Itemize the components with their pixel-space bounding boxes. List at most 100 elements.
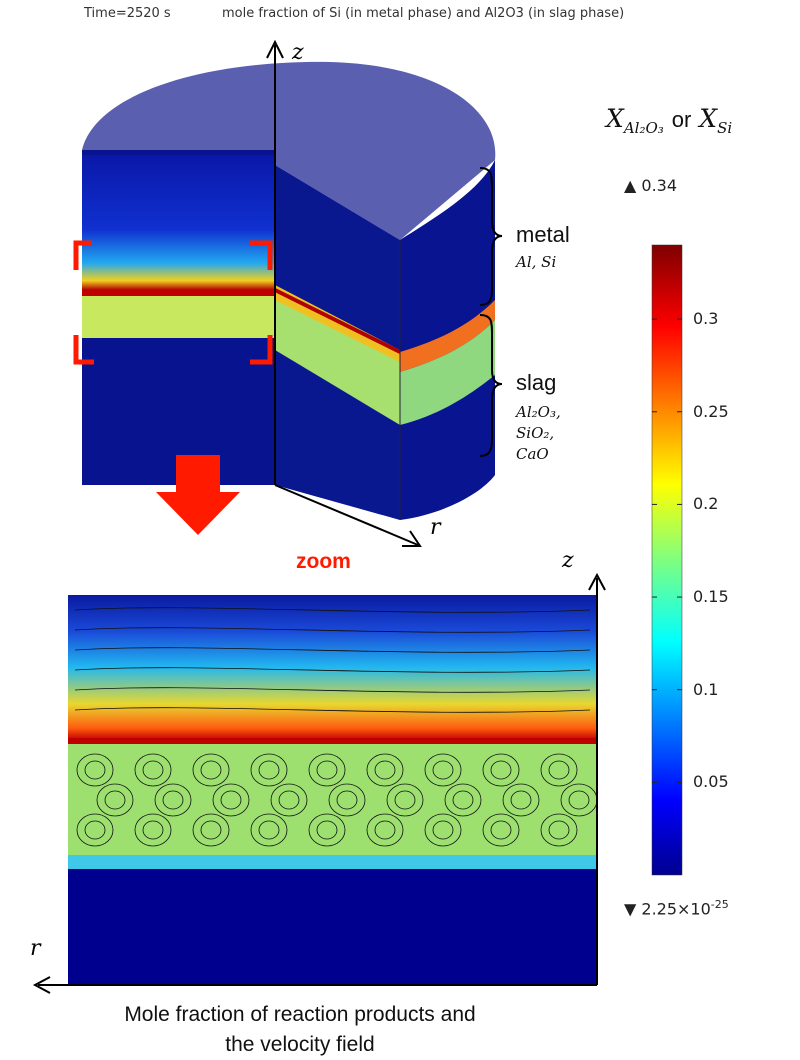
- zoom-label: zoom: [296, 550, 351, 573]
- streamline: [490, 820, 512, 840]
- slag-species: Al₂O₃, SiO₂, CaO: [516, 402, 561, 465]
- streamline: [452, 790, 474, 810]
- zoom-panel: [68, 595, 598, 985]
- metal-label: metal: [516, 222, 570, 247]
- streamline: [74, 647, 591, 653]
- streamline: [444, 783, 482, 817]
- streamline: [212, 783, 250, 817]
- streamline: [76, 813, 114, 847]
- axis-label-z-zoom: z: [562, 548, 574, 573]
- colorbar-title-si: Si: [717, 119, 733, 137]
- streamline: [134, 753, 172, 787]
- plot-title: mole fraction of Si (in metal phase) and…: [222, 6, 625, 21]
- colorbar: [651, 244, 683, 876]
- zoom-region-brackets: [73, 240, 273, 365]
- slag-species-al2o3: Al₂O₃,: [516, 403, 561, 421]
- streamline: [502, 783, 540, 817]
- streamline: [432, 820, 454, 840]
- streamline: [386, 783, 424, 817]
- streamline: [366, 753, 404, 787]
- caption-line-2: the velocity field: [225, 1033, 375, 1056]
- colorbar-title-x: X: [606, 104, 624, 133]
- colorbar-title: XAl₂O₃ or XSi: [606, 104, 732, 137]
- streamline: [220, 790, 242, 810]
- streamline: [96, 783, 134, 817]
- streamline: [142, 760, 164, 780]
- streamline: [134, 813, 172, 847]
- streamline: [394, 790, 416, 810]
- streamline: [74, 707, 591, 713]
- streamline: [510, 790, 532, 810]
- axis-label-r-zoom: r: [30, 936, 41, 961]
- streamline: [84, 760, 106, 780]
- colorbar-title-al2o3: Al₂O₃: [623, 119, 664, 137]
- streamline: [192, 753, 230, 787]
- slag-label: slag: [516, 370, 557, 395]
- figure-caption: Mole fraction of reaction products and t…: [0, 1000, 600, 1060]
- colorbar-max-label: ▲ 0.34: [624, 176, 678, 195]
- streamline: [490, 760, 512, 780]
- slag-species-cao: CaO: [516, 445, 549, 463]
- colorbar-title-or: or: [671, 107, 692, 132]
- zoom-down-arrow-icon: [156, 455, 240, 535]
- caption-line-1: Mole fraction of reaction products and: [124, 1003, 476, 1026]
- streamline: [162, 790, 184, 810]
- streamline: [142, 820, 164, 840]
- metal-species: Al, Si: [516, 253, 557, 271]
- streamline: [258, 760, 280, 780]
- cylinder-axes: [266, 39, 422, 547]
- streamline: [74, 607, 591, 613]
- colorbar-tick-label: 0.15: [693, 587, 729, 607]
- colorbar-tick-label: 0.2: [693, 494, 719, 514]
- streamline: [540, 813, 578, 847]
- streamline: [250, 813, 288, 847]
- streamline: [104, 790, 126, 810]
- streamline: [374, 760, 396, 780]
- streamline: [308, 813, 346, 847]
- slag-species-sio2: SiO₂,: [516, 424, 555, 442]
- colorbar-tick-label: 0.05: [693, 772, 729, 792]
- streamline: [540, 753, 578, 787]
- streamline: [76, 753, 114, 787]
- colorbar-tick-label: 0.3: [693, 309, 719, 329]
- cylinder-3d-view: [82, 61, 496, 520]
- streamline: [424, 753, 462, 787]
- axis-label-r-top: r: [430, 515, 441, 540]
- streamline: [278, 790, 300, 810]
- time-label: Time=2520 s: [84, 6, 171, 21]
- colorbar-min-exp: -25: [710, 898, 729, 911]
- streamline: [74, 667, 591, 673]
- streamline: [74, 627, 591, 633]
- streamline: [482, 753, 520, 787]
- colorbar-min-label: ▼ 2.25×10-25: [624, 898, 729, 918]
- colorbar-title-x2: X: [699, 104, 718, 133]
- streamline: [258, 820, 280, 840]
- colorbar-tick-label: 0.1: [693, 679, 719, 699]
- layer-braces: [479, 167, 503, 457]
- streamline: [424, 813, 462, 847]
- streamline: [366, 813, 404, 847]
- streamline: [84, 820, 106, 840]
- cylinder-top-face: [82, 61, 496, 240]
- zoom-axes: [32, 572, 606, 994]
- streamline: [308, 753, 346, 787]
- streamline: [192, 813, 230, 847]
- streamline: [74, 687, 591, 693]
- colorbar-min-base: ▼ 2.25×10: [624, 899, 711, 919]
- streamline: [328, 783, 366, 817]
- streamline: [548, 760, 570, 780]
- colorbar-ticks: [652, 318, 682, 783]
- streamline: [432, 760, 454, 780]
- streamline: [200, 760, 222, 780]
- axis-label-z-top: z: [292, 40, 304, 65]
- streamline: [154, 783, 192, 817]
- streamline: [200, 820, 222, 840]
- streamline: [374, 820, 396, 840]
- streamline: [316, 820, 338, 840]
- colorbar-tick-label: 0.25: [693, 401, 729, 421]
- streamline: [316, 760, 338, 780]
- streamline: [270, 783, 308, 817]
- streamline: [250, 753, 288, 787]
- streamline: [548, 820, 570, 840]
